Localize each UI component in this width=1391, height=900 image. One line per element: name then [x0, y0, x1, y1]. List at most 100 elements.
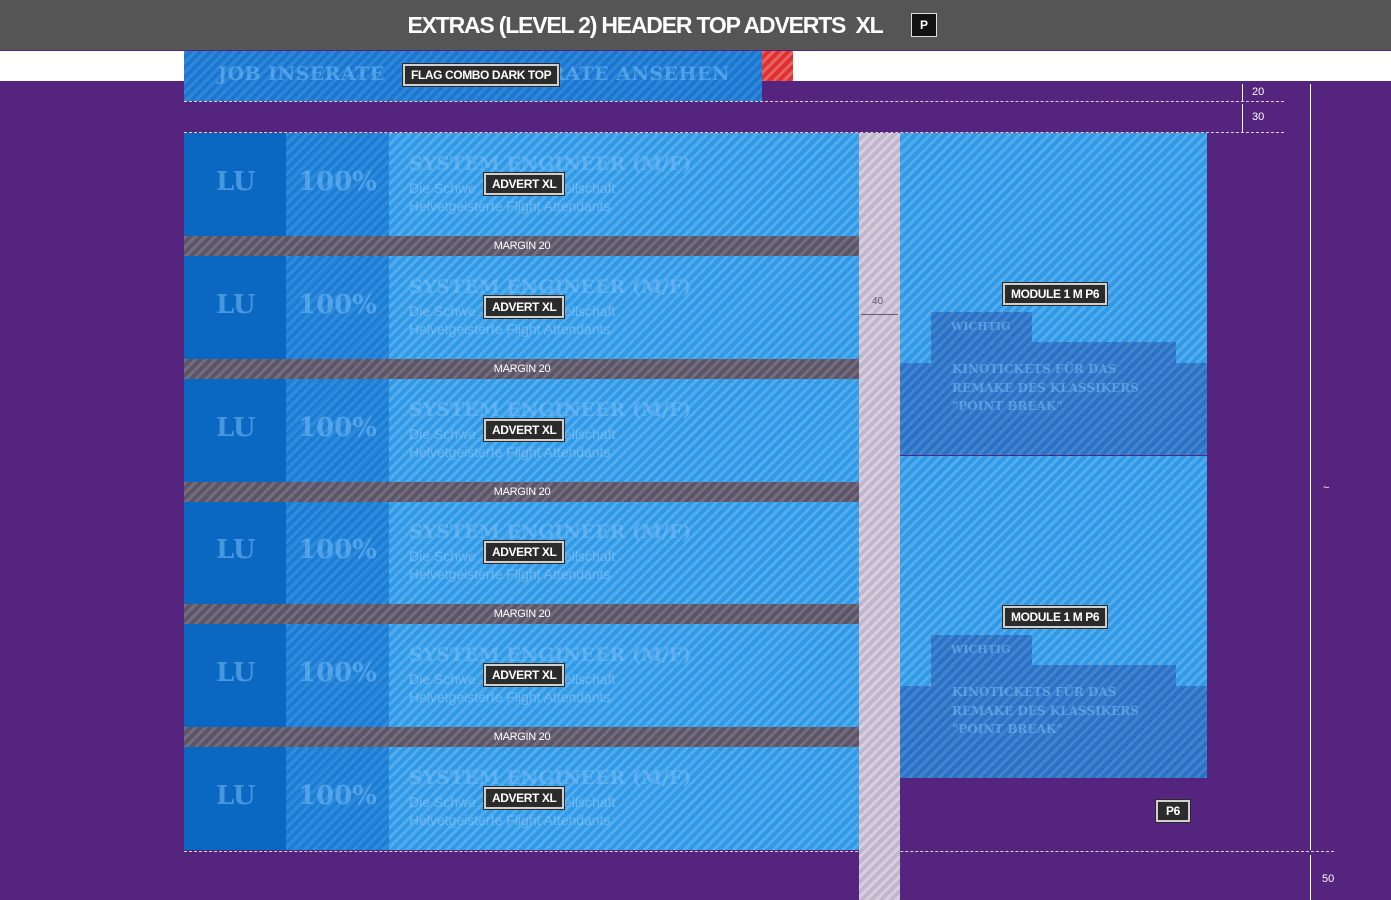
advert-title: SYSTEM ENGINEER (M/F) — [409, 399, 692, 421]
dim-line-20 — [1242, 84, 1243, 101]
dim-label-50: 50 — [1322, 873, 1335, 885]
advert-content: SYSTEM ENGINEER (M/F) Die Schwe sellscha… — [389, 256, 859, 359]
module-text-3: "POINT BREAK" — [952, 399, 1063, 413]
advert-col-percent: 100% — [286, 624, 389, 727]
module-text-3: "POINT BREAK" — [952, 722, 1063, 736]
advert-xl-label: ADVERT XL — [482, 663, 566, 687]
advert-line2: Helvetgeisterte Flight Attendants — [409, 198, 611, 214]
p6-badge: P6 — [1155, 799, 1191, 823]
advert-content: SYSTEM ENGINEER (M/F) Die Schwe sellscha… — [389, 747, 859, 850]
guide-line-top-2 — [184, 132, 1284, 133]
advert-row: LU 100% SYSTEM ENGINEER (M/F) Die Schwe … — [184, 747, 859, 850]
flag-ghost-right: ERATE ANSEHEN — [534, 63, 730, 85]
module-text-2: REMAKE DES KLASSIKERS — [952, 381, 1139, 395]
p-badge: P — [911, 13, 937, 37]
margin-strip: MARGIN 20 — [184, 359, 859, 379]
guide-line-bottom — [184, 851, 1334, 852]
advert-lu-text: LU — [216, 413, 256, 443]
module-tab-text: WICHTIG — [951, 643, 1011, 656]
advert-xl-label: ADVERT XL — [482, 418, 566, 442]
advert-line1b: sellschaft — [557, 426, 616, 442]
advert-content: SYSTEM ENGINEER (M/F) Die Schwe sellscha… — [389, 379, 859, 482]
advert-line1b: sellschaft — [557, 794, 616, 810]
margin-strip: MARGIN 20 — [184, 727, 859, 747]
dim-line-30 — [1242, 104, 1243, 132]
module-tab: WICHTIG — [931, 635, 1032, 665]
gutter-label: 40 — [872, 296, 884, 307]
margin-label: MARGIN 20 — [493, 486, 551, 498]
advert-line2: Helvetgeisterte Flight Attendants — [409, 812, 611, 828]
advert-lu-text: LU — [216, 535, 256, 565]
margin-strip: MARGIN 20 — [184, 482, 859, 502]
guide-line-top-1 — [184, 101, 1284, 102]
advert-row: LU 100% SYSTEM ENGINEER (M/F) Die Schwe … — [184, 256, 859, 359]
dim-line-50 — [1310, 855, 1311, 900]
advert-title: SYSTEM ENGINEER (M/F) — [409, 644, 692, 666]
advert-line1: Die Schwe — [409, 671, 476, 687]
advert-line1: Die Schwe — [409, 426, 476, 442]
advert-xl-label: ADVERT XL — [482, 540, 566, 564]
advert-lu-text: LU — [216, 781, 256, 811]
advert-percent-text: 100% — [298, 535, 377, 565]
margin-strip: MARGIN 20 — [184, 604, 859, 624]
advert-row: LU 100% SYSTEM ENGINEER (M/F) Die Schwe … — [184, 624, 859, 727]
advert-line2: Helvetgeisterte Flight Attendants — [409, 321, 611, 337]
advert-col-lu: LU — [184, 747, 286, 850]
flag-combo-label: FLAG COMBO DARK TOP — [401, 63, 561, 87]
gutter-column — [859, 133, 900, 900]
advert-line2: Helvetgeisterte Flight Attendants — [409, 566, 611, 582]
module-tab-text: WICHTIG — [951, 320, 1011, 333]
advert-col-percent: 100% — [286, 747, 389, 850]
advert-line1b: sellschaft — [557, 548, 616, 564]
gutter-arrow — [861, 314, 898, 315]
advert-content: SYSTEM ENGINEER (M/F) Die Schwe sellscha… — [389, 624, 859, 727]
advert-col-lu: LU — [184, 501, 286, 604]
advert-col-lu: LU — [184, 624, 286, 727]
advert-xl-label: ADVERT XL — [482, 295, 566, 319]
margin-label: MARGIN 20 — [493, 608, 551, 620]
advert-percent-text: 100% — [298, 167, 377, 197]
module-text-1: KINOTICKETS FÜR DAS — [952, 685, 1117, 699]
header-bar: EXTRAS (LEVEL 2) HEADER TOP ADVERTS XL P — [0, 0, 1391, 50]
module-block: WICHTIG KINOTICKETS FÜR DAS REMAKE DES K… — [900, 133, 1207, 455]
advert-percent-text: 100% — [298, 658, 377, 688]
dim-label-tilde: ~ — [1323, 482, 1330, 494]
advert-title: SYSTEM ENGINEER (M/F) — [409, 276, 692, 298]
advert-line1: Die Schwe — [409, 180, 476, 196]
advert-line1b: sellschaft — [557, 303, 616, 319]
dim-label-30: 30 — [1252, 111, 1265, 123]
advert-line1: Die Schwe — [409, 794, 476, 810]
module-panel — [900, 686, 1207, 778]
advert-row: LU 100% SYSTEM ENGINEER (M/F) Die Schwe … — [184, 379, 859, 482]
advert-col-percent: 100% — [286, 256, 389, 359]
advert-percent-text: 100% — [298, 290, 377, 320]
advert-line1: Die Schwe — [409, 548, 476, 564]
dim-line-total — [1310, 84, 1311, 850]
advert-xl-label: ADVERT XL — [482, 786, 566, 810]
advert-line1b: sellschaft — [557, 180, 616, 196]
module-label: MODULE 1 M P6 — [1001, 282, 1109, 306]
advert-col-lu: LU — [184, 379, 286, 482]
module-text-1: KINOTICKETS FÜR DAS — [952, 362, 1117, 376]
advert-lu-text: LU — [216, 290, 256, 320]
module-block: WICHTIG KINOTICKETS FÜR DAS REMAKE DES K… — [900, 456, 1207, 778]
module-panel-top — [931, 665, 1176, 686]
advert-content: SYSTEM ENGINEER (M/F) Die Schwe sellscha… — [389, 133, 859, 236]
advert-col-lu: LU — [184, 133, 286, 236]
flag-red-corner — [762, 51, 793, 81]
advert-percent-text: 100% — [298, 413, 377, 443]
advert-line2: Helvetgeisterte Flight Attendants — [409, 689, 611, 705]
advert-col-percent: 100% — [286, 379, 389, 482]
advert-row: LU 100% SYSTEM ENGINEER (M/F) Die Schwe … — [184, 501, 859, 604]
advert-xl-label: ADVERT XL — [482, 172, 566, 196]
advert-percent-text: 100% — [298, 781, 377, 811]
advert-line1: Die Schwe — [409, 303, 476, 319]
advert-lu-text: LU — [216, 167, 256, 197]
margin-label: MARGIN 20 — [493, 240, 551, 252]
advert-content: SYSTEM ENGINEER (M/F) Die Schwe sellscha… — [389, 501, 859, 604]
advert-col-lu: LU — [184, 256, 286, 359]
module-text-2: REMAKE DES KLASSIKERS — [952, 704, 1139, 718]
flag-ghost-left: JOB INSERATE — [218, 63, 385, 85]
dim-label-20: 20 — [1252, 86, 1265, 98]
module-panel-top — [931, 342, 1176, 363]
